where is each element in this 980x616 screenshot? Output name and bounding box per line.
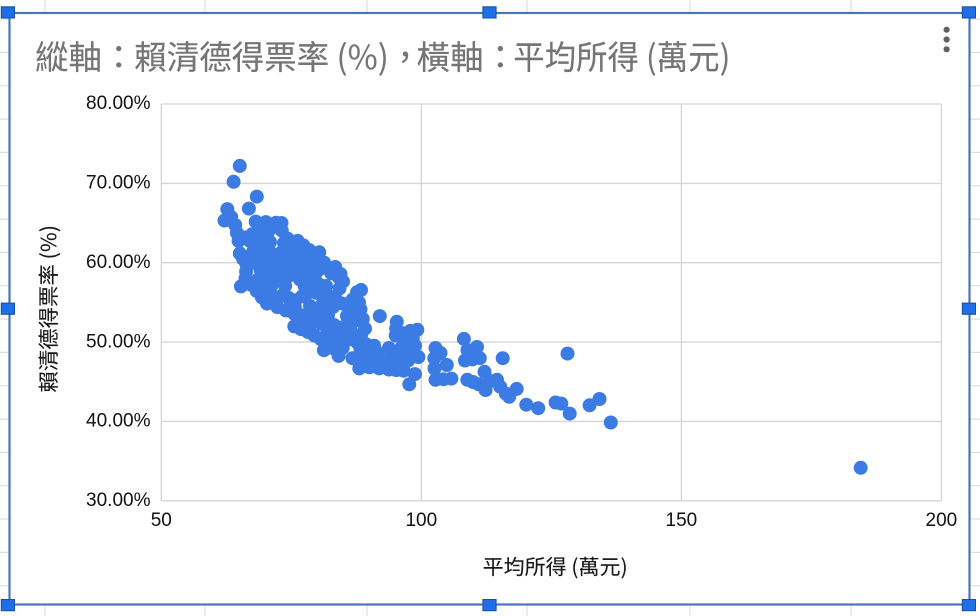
- svg-text:80.00%: 80.00%: [86, 93, 151, 114]
- svg-text:40.00%: 40.00%: [86, 411, 151, 432]
- svg-text:200: 200: [926, 510, 958, 531]
- svg-text:50: 50: [151, 510, 172, 531]
- svg-text:60.00%: 60.00%: [86, 252, 151, 273]
- svg-text:30.00%: 30.00%: [86, 490, 151, 511]
- svg-text:70.00%: 70.00%: [86, 173, 151, 194]
- svg-text:50.00%: 50.00%: [86, 331, 151, 352]
- svg-text:100: 100: [405, 510, 437, 531]
- svg-text:150: 150: [666, 510, 698, 531]
